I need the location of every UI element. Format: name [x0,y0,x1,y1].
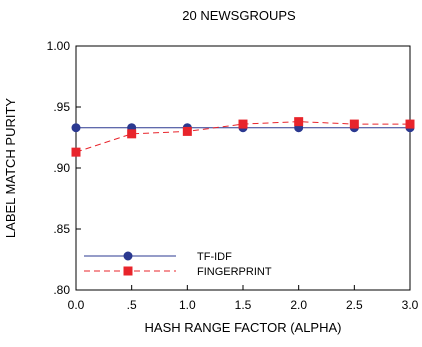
y-axis-title: LABEL MATCH PURITY [3,98,18,238]
legend-label: TF-IDF [197,251,232,263]
data-point-fingerprint [238,119,248,129]
x-axis: 0.0 .5 1.0 1.5 2.0 2.5 3.0 [68,285,419,312]
x-tick-label: 1.5 [235,298,252,312]
x-tick-label: .5 [127,298,137,312]
legend-swatch-marker [123,251,133,261]
y-tick-label: 1.00 [47,39,71,53]
legend-swatch-marker [123,266,133,276]
data-point-fingerprint [405,119,415,129]
y-tick-label: .80 [53,283,70,297]
data-point-fingerprint [349,119,359,129]
data-point-tf-idf [71,123,81,133]
x-tick-label: 2.0 [290,298,307,312]
x-tick-label: 0.0 [68,298,85,312]
x-tick-label: 2.5 [346,298,363,312]
data-point-fingerprint [294,117,304,127]
legend-item-fingerprint: FINGERPRINT [84,266,272,278]
series-fingerprint [71,117,415,157]
data-point-fingerprint [71,147,81,157]
series-layer [71,117,415,157]
legend-item-tf-idf: TF-IDF [84,251,232,263]
legend: TF-IDF FINGERPRINT [84,251,272,278]
x-tick-label: 3.0 [402,298,419,312]
y-tick-label: .95 [53,100,70,114]
y-tick-label: .90 [53,161,70,175]
x-tick-label: 1.0 [179,298,196,312]
legend-label: FINGERPRINT [197,266,272,278]
chart-title: 20 NEWSGROUPS [182,8,296,23]
data-point-fingerprint [182,126,192,136]
x-axis-title: HASH RANGE FACTOR (ALPHA) [145,320,342,335]
y-axis: .80 .85 .90 .95 1.00 [47,39,81,297]
y-tick-label: .85 [53,222,70,236]
data-point-fingerprint [127,129,137,139]
